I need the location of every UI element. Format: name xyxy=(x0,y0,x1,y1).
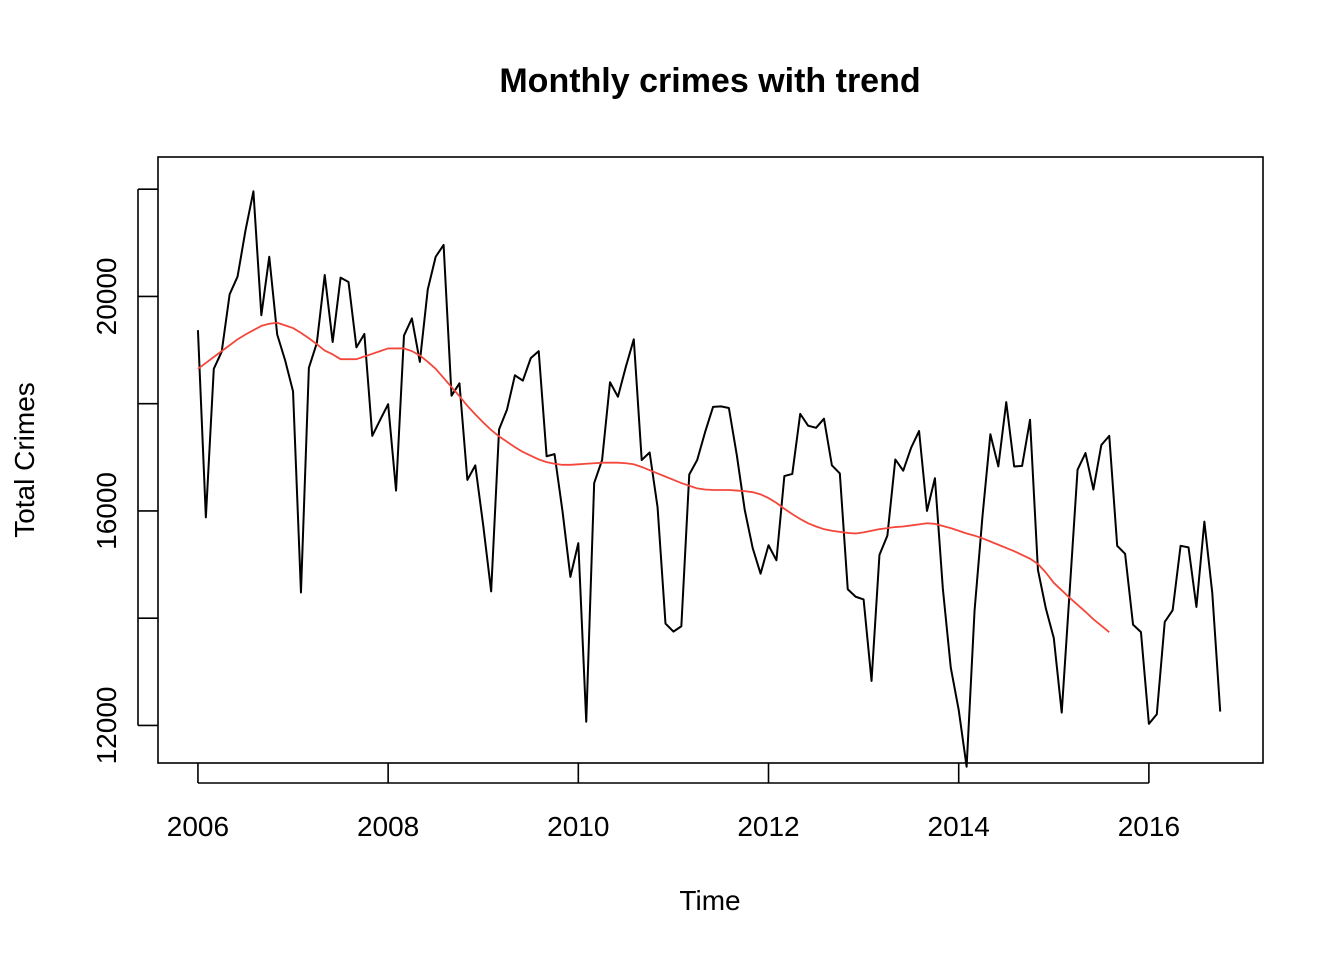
x-axis: 2006 2008 2010 2012 2014 2016 xyxy=(167,763,1180,842)
chart-title: Monthly crimes with trend xyxy=(499,62,920,100)
y-tick-label: 16000 xyxy=(91,472,122,550)
plot-frame xyxy=(157,156,1264,764)
y-axis-label: Total Crimes xyxy=(9,382,40,538)
series-monthly-crimes-line xyxy=(196,190,1222,768)
x-tick-label: 2006 xyxy=(167,811,229,842)
x-tick-label: 2016 xyxy=(1118,811,1180,842)
x-tick-label: 2010 xyxy=(547,811,609,842)
y-tick-label: 12000 xyxy=(91,687,122,765)
x-tick-label: 2014 xyxy=(928,811,990,842)
y-axis: 12000 16000 20000 xyxy=(91,188,158,765)
x-axis-label: Time xyxy=(679,885,740,916)
x-tick-label: 2008 xyxy=(357,811,419,842)
x-tick-label: 2012 xyxy=(737,811,799,842)
series-layer xyxy=(196,190,1222,768)
y-tick-label: 20000 xyxy=(91,257,122,335)
series-trend-line xyxy=(197,321,1110,633)
